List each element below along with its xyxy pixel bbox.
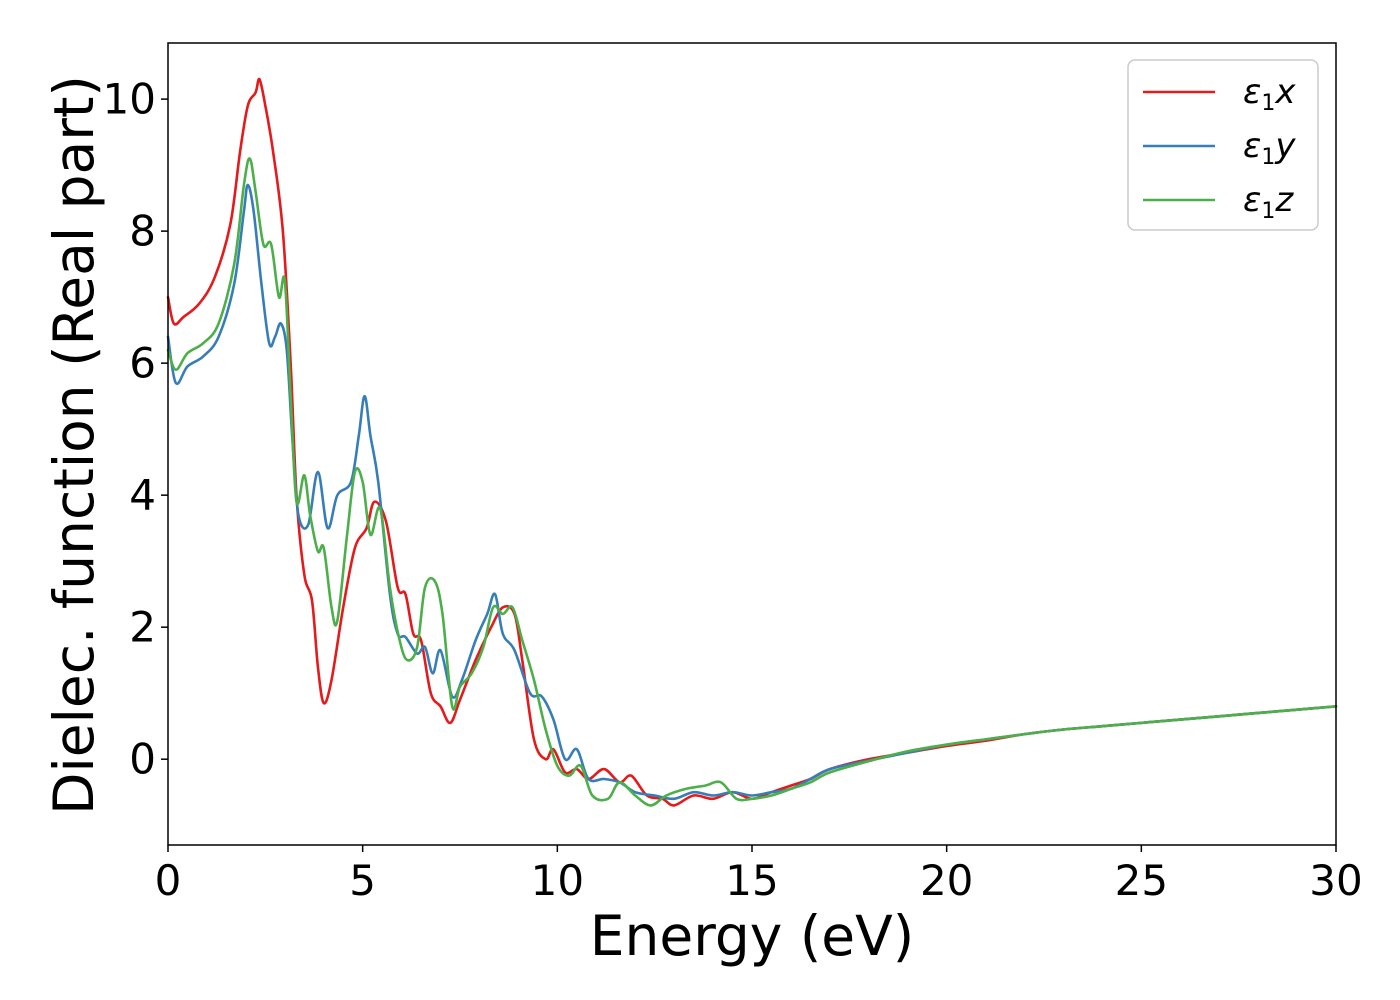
legend: ε1x ε1y ε1z: [1127, 59, 1319, 231]
y-tick-label: 2: [129, 603, 156, 652]
y-tick-label: 0: [129, 735, 156, 784]
series-line-z: [166, 157, 1338, 807]
x-tick-label: 30: [1309, 856, 1362, 905]
y-tick-label: 10: [103, 75, 156, 124]
y-axis-label: Dielec. function (Real part): [42, 75, 106, 815]
y-tick-label: 8: [129, 207, 156, 256]
legend-items: ε1x ε1y ε1z: [1143, 72, 1296, 224]
legend-label-z: ε1z: [1243, 180, 1294, 224]
legend-box: [1127, 59, 1319, 231]
tick-layer: 0 5 10 15 20 25 30 0 2 4 6 8 10: [103, 75, 1363, 905]
x-tick-label: 10: [531, 856, 584, 905]
y-tick-label: 4: [129, 471, 156, 520]
x-tick-label: 20: [920, 856, 973, 905]
x-tick-label: 0: [155, 856, 182, 905]
y-tick-label: 6: [129, 339, 156, 388]
x-axis-label: Energy (eV): [590, 904, 914, 968]
series-layer: [166, 77, 1338, 807]
legend-label-y: ε1y: [1243, 126, 1296, 170]
x-tick-label: 5: [349, 856, 376, 905]
legend-label-x: ε1x: [1243, 72, 1296, 116]
x-tick-label: 25: [1115, 856, 1168, 905]
x-tick-label: 15: [725, 856, 778, 905]
